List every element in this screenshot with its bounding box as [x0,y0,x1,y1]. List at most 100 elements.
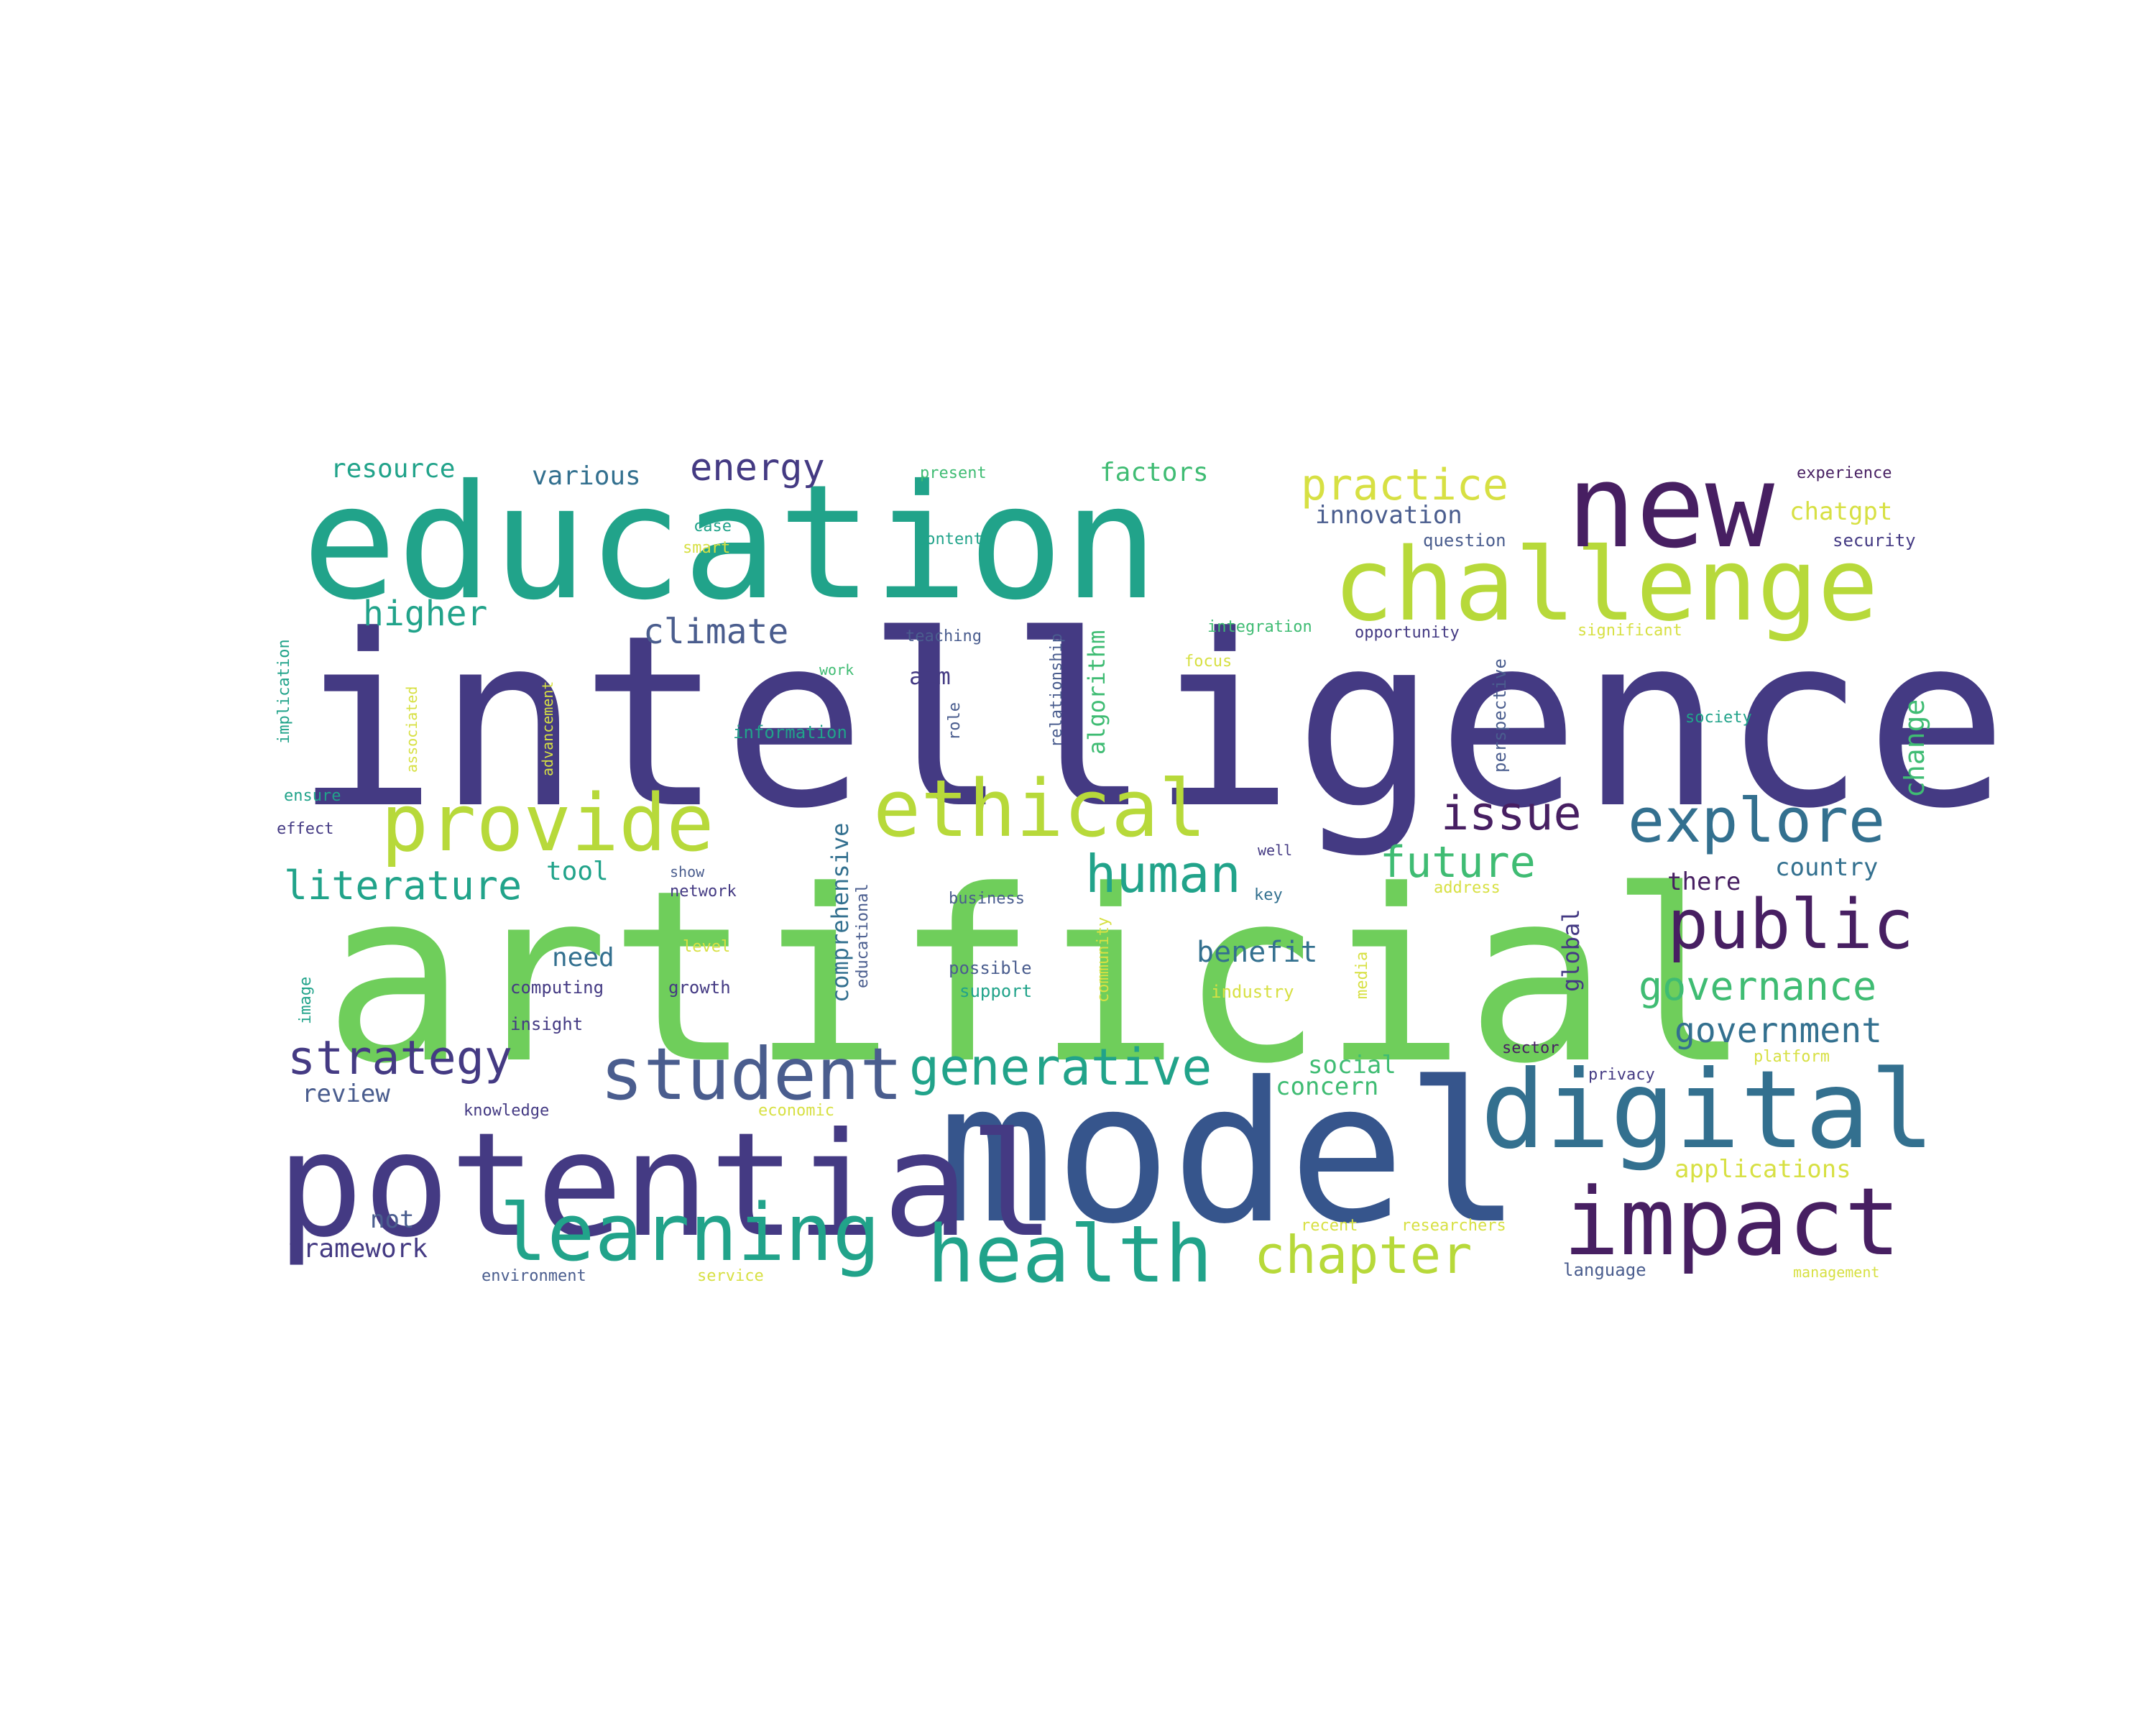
word-future: future [1380,837,1536,888]
word-explore: explore [1628,786,1886,857]
word-country: country [1775,853,1879,882]
word-digital: digital [1480,1048,1935,1173]
word-well: well [1258,842,1293,859]
word-media: media [1353,951,1371,999]
word-generative: generative [909,1038,1212,1097]
word-key: key [1254,886,1283,904]
word-model: model [938,1040,1522,1266]
word-student: student [600,1032,903,1116]
word-education: education [302,451,1159,635]
word-factors: factors [1100,458,1209,487]
word-case: case [694,518,732,535]
word-support: support [959,981,1033,1001]
word-opportunity: opportunity [1355,624,1460,642]
word-advancement: advancement [539,681,556,776]
word-provide: provide [381,777,714,869]
word-impact: impact [1563,1167,1901,1276]
word-researchers: researchers [1401,1217,1506,1235]
word-educational: educational [854,883,872,988]
word-address: address [1434,879,1501,897]
word-innovation: innovation [1315,501,1462,530]
word-computing: computing [510,978,604,998]
word-social: social [1308,1051,1396,1080]
word-review: review [302,1080,390,1108]
word-integration: integration [1207,618,1312,636]
word-society: society [1685,709,1752,727]
word-benefit: benefit [1197,936,1318,969]
word-applications: applications [1674,1155,1851,1184]
word-ensure: ensure [284,787,341,805]
word-knowledge: knowledge [464,1102,550,1120]
word-associated: associated [403,686,420,773]
word-significant: significant [1577,622,1682,640]
word-tool: tool [546,857,609,886]
word-comprehensive: comprehensive [826,822,854,1003]
word-sector: sector [1502,1039,1560,1057]
word-insight: insight [510,1014,584,1034]
word-show: show [670,863,705,880]
word-business: business [949,890,1025,908]
word-governance: governance [1639,963,1877,1009]
word-human: human [1085,844,1241,904]
word-algorithm: algorithm [1083,630,1110,755]
word-security: security [1833,530,1916,551]
word-government: government [1674,1011,1882,1051]
word-effect: effect [277,820,334,838]
word-challenge: challenge [1333,527,1879,644]
word-focus: focus [1184,653,1233,671]
word-potential: potential [277,1102,1056,1269]
word-possible: possible [949,958,1032,978]
word-environment: environment [482,1267,586,1285]
word-literature: literature [284,862,522,908]
word-higher: higher [363,594,488,634]
word-not: not [370,1205,415,1234]
word-concern: concern [1276,1072,1379,1101]
word-strategy: strategy [287,1031,513,1085]
word-information: information [733,722,847,742]
word-industry: industry [1211,982,1294,1002]
word-aim: aim [909,663,951,690]
word-growth: growth [668,978,731,998]
word-present: present [920,464,987,482]
word-ethical: ethical [873,763,1207,855]
word-question: question [1423,530,1506,551]
word-issue: issue [1441,787,1582,841]
word-implication: implication [275,639,293,744]
word-economic: economic [758,1102,834,1120]
word-learning: learning [499,1187,880,1279]
word-practice: practice [1301,460,1508,510]
word-experience: experience [1797,464,1892,482]
word-work: work [819,661,854,678]
word-various: various [532,461,641,491]
word-perspective: perspective [1490,658,1510,773]
word-chatgpt: chatgpt [1789,497,1893,526]
word-there: there [1667,868,1741,896]
word-teaching: teaching [906,627,982,645]
word-image: image [297,976,315,1024]
word-change: change [1899,699,1930,798]
word-relationship: relationship [1048,633,1066,748]
word-need: need [552,943,614,972]
word-level: level [683,938,731,956]
word-smart: smart [683,539,731,557]
word-global: global [1557,908,1585,992]
word-privacy: privacy [1588,1066,1655,1084]
word-energy: energy [690,446,825,489]
word-public: public [1667,886,1915,965]
word-health: health [927,1208,1213,1300]
word-chapter: chapter [1254,1225,1473,1285]
word-artificial: artificial [323,840,1751,1116]
word-management: management [1793,1264,1880,1281]
word-climate: climate [643,612,789,652]
word-new: new [1567,439,1774,574]
word-recent: recent [1301,1217,1358,1235]
word-network: network [670,883,737,901]
word-intelligence: intelligence [295,584,2009,860]
word-service: service [697,1267,764,1285]
word-resource: resource [331,454,456,484]
word-framework: framework [287,1234,428,1264]
word-language: language [1563,1260,1646,1280]
word-community: community [1095,916,1112,1003]
word-platform: platform [1754,1048,1830,1066]
